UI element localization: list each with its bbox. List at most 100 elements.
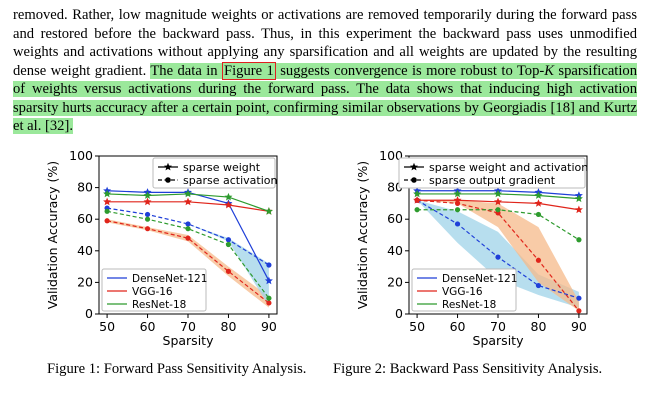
figure-1-caption: Figure 1: Forward Pass Sensitivity Analy… <box>47 361 307 377</box>
x-tick-label: 70 <box>180 319 196 334</box>
circle-marker <box>266 300 272 306</box>
confidence-band <box>417 200 579 311</box>
star-marker <box>264 207 273 215</box>
x-tick-label: 50 <box>409 319 425 334</box>
circle-marker <box>535 257 542 263</box>
figure-1-link[interactable]: Figure 1 <box>221 61 276 80</box>
y-tick-label: 40 <box>77 243 93 258</box>
star-marker <box>143 191 152 199</box>
body-paragraph: removed. Rather, low magnitude weights o… <box>13 6 638 136</box>
x-tick-label: 70 <box>490 319 506 334</box>
x-tick-label: 60 <box>450 319 466 334</box>
circle-marker <box>104 218 110 224</box>
style-legend-box <box>152 157 276 189</box>
circle-marker <box>414 197 420 203</box>
highlight-middle: suggests convergence is more robust to T… <box>280 62 545 79</box>
model-legend-label: VGG-16 <box>442 286 483 298</box>
model-legend-box <box>411 268 517 312</box>
circle-marker <box>535 282 542 289</box>
model-legend-label: DenseNet-121 <box>132 273 207 285</box>
x-tick-label: 90 <box>571 319 587 334</box>
model-legend-label: ResNet-18 <box>442 299 496 311</box>
figure-1-svg: 0 20 40 60 80 100 50 60 70 80 90 Sparsity Validation… <box>45 148 278 348</box>
y-tick-label: 60 <box>77 211 93 226</box>
circle-marker <box>454 200 461 206</box>
series-line <box>417 199 580 312</box>
model-legend-label: DenseNet-121 <box>442 273 517 285</box>
style-legend-circle <box>165 177 171 183</box>
star-marker <box>453 189 462 198</box>
star-marker <box>494 197 502 206</box>
style-legend-label: sparse activation <box>183 174 277 187</box>
style-legend-label: sparse weight and activation <box>429 161 588 174</box>
x-tick-label: 50 <box>99 319 115 334</box>
star-marker <box>264 276 273 285</box>
circle-marker <box>185 221 191 227</box>
circle-marker <box>576 237 582 243</box>
star-marker <box>574 194 583 203</box>
x-tick-label: 90 <box>261 319 277 334</box>
x-tick-label: 80 <box>531 319 547 334</box>
y-tick-label: 100 <box>69 148 93 163</box>
y-tick-label: 20 <box>387 274 403 289</box>
star-marker <box>184 189 192 198</box>
star-marker <box>224 192 233 201</box>
circle-marker <box>144 216 151 222</box>
figure-2-chart: 0 20 40 60 80 100 50 60 70 80 90 Sparsity Validation… <box>345 148 645 348</box>
style-legend-star <box>164 162 172 171</box>
circle-marker <box>266 262 272 268</box>
style-legend-label: sparse output gradient <box>429 174 556 187</box>
circle-marker <box>144 211 151 218</box>
y-tick-label: 60 <box>387 211 403 226</box>
k-variable: K <box>544 62 554 79</box>
y-tick-label: 0 <box>85 306 93 321</box>
star-marker <box>453 196 462 204</box>
star-marker <box>143 197 152 206</box>
y-axis-label: Validation Accuracy (%) <box>45 161 60 309</box>
circle-marker <box>454 207 461 213</box>
circle-marker <box>576 295 582 301</box>
x-tick-label: 60 <box>140 319 156 334</box>
style-legend-star <box>410 162 418 171</box>
circle-marker <box>266 295 272 301</box>
star-marker <box>103 189 112 198</box>
style-legend-box <box>398 157 586 189</box>
circle-marker <box>414 207 420 213</box>
circle-marker <box>454 221 461 227</box>
circle-marker <box>225 237 232 243</box>
figure-2-caption: Figure 2: Backward Pass Sensitivity Anal… <box>333 361 603 377</box>
y-axis-label: Validation Accuracy (%) <box>355 161 370 309</box>
circle-marker <box>144 226 151 232</box>
model-legend-box <box>101 268 207 312</box>
style-legend-label: sparse weight <box>183 161 261 174</box>
circle-marker <box>185 226 191 232</box>
star-marker <box>534 199 543 207</box>
highlight-start: The data in <box>150 62 218 79</box>
series-line <box>106 207 270 266</box>
circle-marker <box>185 235 191 241</box>
y-tick-label: 100 <box>379 148 403 163</box>
star-marker <box>574 205 583 214</box>
circle-marker <box>495 254 501 260</box>
model-legend-label: ResNet-18 <box>132 299 186 311</box>
highlight-end: sparsification of weights versus activat… <box>13 62 638 135</box>
circle-marker <box>495 207 501 213</box>
circle-marker <box>225 268 232 274</box>
star-marker <box>494 189 502 198</box>
style-legend-circle <box>411 177 417 183</box>
y-tick-label: 40 <box>387 243 403 258</box>
circle-marker <box>535 211 542 218</box>
x-axis-label: Sparsity <box>473 333 525 348</box>
figure-1-chart: 0 20 40 60 80 100 50 60 70 80 90 Sparsity Validation… <box>35 148 335 348</box>
circle-marker <box>104 208 110 214</box>
x-axis-label: Sparsity <box>163 333 215 348</box>
star-marker <box>413 189 422 198</box>
paragraph-plain-text: removed. Rather, low magnitude weights o… <box>13 7 637 79</box>
star-marker <box>224 200 233 209</box>
circle-marker <box>225 241 232 248</box>
series-line <box>106 210 270 299</box>
star-marker <box>103 197 112 206</box>
y-tick-label: 0 <box>395 306 403 321</box>
series-line <box>106 220 270 304</box>
